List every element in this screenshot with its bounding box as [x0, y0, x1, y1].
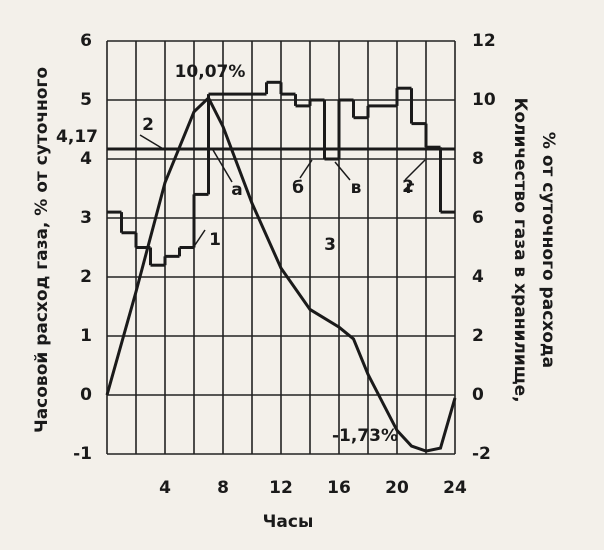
- y2-axis-label: Количество газа в хранилище,: [510, 97, 530, 402]
- y-tick-label: 1: [80, 326, 92, 346]
- y-tick-label: 4,17: [56, 127, 98, 147]
- y2-tick-label: 12: [472, 31, 496, 51]
- leader-line: [334, 161, 351, 181]
- y-tick-label: 3: [80, 208, 92, 228]
- annotation: а: [231, 180, 242, 200]
- y2-axis-label: % от суточного расхода: [538, 132, 558, 368]
- y2-tick-label: 8: [472, 149, 484, 169]
- x-tick-label: 24: [443, 478, 467, 498]
- leader-line: [299, 159, 313, 179]
- y2-tick-label: 6: [472, 208, 484, 228]
- series-label: 2: [142, 115, 154, 135]
- y2-tick-label: -2: [472, 444, 491, 464]
- x-tick-label: 12: [269, 478, 293, 498]
- storage-curve: [105, 95, 457, 453]
- y-tick-label: 5: [80, 90, 92, 110]
- y-tick-label: 2: [80, 267, 92, 287]
- leader-line: [194, 229, 206, 246]
- y-tick-label: 4: [80, 149, 92, 169]
- annotation: г: [406, 178, 415, 198]
- y2-tick-label: 10: [472, 90, 496, 110]
- leader-line: [212, 149, 233, 183]
- y-axis-label: Часовой расход газа, % от суточного: [32, 67, 52, 433]
- x-tick-label: 4: [159, 478, 171, 498]
- y2-tick-label: 4: [472, 267, 484, 287]
- annotation: б: [292, 178, 304, 198]
- leader-line: [404, 159, 426, 181]
- series-label: 2: [402, 177, 414, 197]
- x-tick-label: 8: [217, 478, 229, 498]
- y2-tick-label: 2: [472, 326, 484, 346]
- annotation: 10,07%: [175, 62, 246, 82]
- y-tick-label: 0: [80, 385, 92, 405]
- x-axis-label: Часы: [263, 512, 314, 532]
- annotation: в: [351, 178, 362, 198]
- y-tick-label: 6: [80, 31, 92, 51]
- x-tick-label: 16: [327, 478, 351, 498]
- y-tick-label: -1: [73, 444, 92, 464]
- annotation: -1,73%: [332, 426, 398, 446]
- series-label: 3: [324, 235, 336, 255]
- y2-tick-label: 0: [472, 385, 484, 405]
- x-tick-label: 20: [385, 478, 409, 498]
- series-label: 1: [209, 230, 221, 250]
- leader-line: [139, 134, 166, 151]
